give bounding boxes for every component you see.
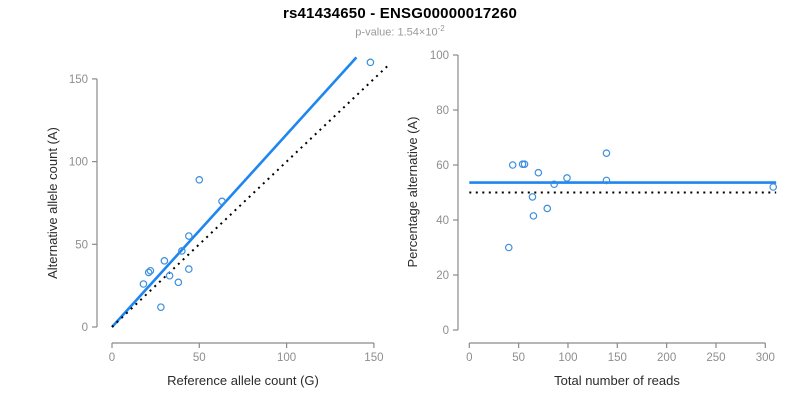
figure-subtitle: p-value: 1.54×10-2 (0, 24, 800, 39)
x-axis: 0 50 100 150 (109, 342, 383, 364)
x-tick-label: 0 (466, 352, 472, 364)
data-point (366, 58, 375, 67)
y-tick-label: 0 (443, 325, 449, 337)
data-point (165, 271, 174, 280)
data-point (178, 247, 186, 255)
y-tick-label: 80 (436, 105, 449, 117)
data-point (602, 149, 611, 157)
right-plot: 0 50 100 150 200 250 300 0 20 40 60 80 100 Total numb… (405, 50, 778, 388)
x-tick-label: 200 (657, 352, 676, 364)
x-tick-label: 100 (277, 352, 296, 364)
y-axis-title: Alternative allele count (A) (45, 127, 60, 279)
x-tick-label: 100 (558, 352, 577, 364)
data-point (195, 175, 204, 184)
x-axis-title: Total number of reads (554, 373, 680, 388)
data-point (185, 232, 193, 240)
y-tick-label: 50 (75, 239, 88, 251)
data-points (139, 58, 375, 311)
pvalue-text: p-value: 1.54×10 (355, 26, 438, 39)
x-axis: 0 50 100 150 200 250 300 (466, 342, 775, 364)
figure-title: rs41434650 - ENSG00000017260 (282, 5, 518, 22)
x-tick-label: 50 (512, 352, 525, 364)
x-tick-label: 150 (608, 352, 627, 364)
data-point (508, 161, 517, 169)
data-point (174, 278, 183, 287)
y-tick-label: 0 (82, 322, 88, 334)
data-point (139, 280, 148, 288)
fit-line (111, 56, 358, 328)
data-point (504, 243, 513, 252)
x-tick-label: 300 (756, 352, 775, 364)
y-tick-label: 20 (436, 270, 449, 282)
data-point (160, 257, 169, 265)
y-axis-title: Percentage alternative (A) (405, 116, 420, 267)
data-point (602, 176, 611, 185)
data-point (534, 168, 543, 177)
data-point (185, 265, 193, 273)
data-point (520, 160, 529, 168)
y-tick-label: 150 (69, 74, 88, 86)
x-tick-label: 50 (193, 352, 206, 364)
x-axis-title: Reference allele count (G) (167, 373, 319, 388)
x-tick-label: 150 (364, 352, 383, 364)
data-points (504, 149, 778, 252)
y-axis: 0 50 100 150 (69, 74, 98, 334)
y-axis: 0 20 40 60 80 100 (430, 50, 459, 337)
data-point (218, 197, 226, 206)
data-point (146, 266, 155, 275)
y-tick-label: 60 (436, 160, 449, 172)
data-point (528, 193, 537, 201)
data-point (157, 303, 165, 311)
x-tick-label: 250 (706, 352, 725, 364)
pvalue-exponent: -2 (437, 24, 445, 33)
identity-line (111, 64, 389, 328)
data-point (563, 174, 571, 182)
x-tick-label: 0 (109, 352, 115, 364)
data-point (529, 212, 538, 220)
y-tick-label: 40 (436, 215, 449, 227)
y-tick-label: 100 (430, 50, 449, 62)
data-point (769, 183, 778, 191)
y-tick-label: 100 (69, 157, 88, 169)
data-point (543, 204, 552, 213)
data-point (550, 180, 558, 189)
left-plot: 0 50 100 150 0 50 100 150 Reference allele count… (45, 56, 389, 388)
data-point (144, 268, 153, 277)
